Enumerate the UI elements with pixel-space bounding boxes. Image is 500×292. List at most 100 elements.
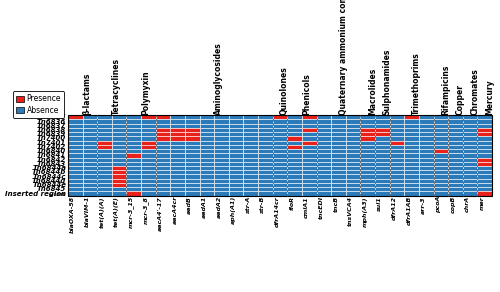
Bar: [185, 162, 200, 166]
Bar: [112, 179, 126, 183]
Bar: [434, 158, 448, 162]
Bar: [214, 192, 229, 196]
Bar: [200, 158, 214, 162]
Bar: [419, 153, 434, 158]
Text: aacA4'-17: aacA4'-17: [158, 196, 163, 231]
Bar: [185, 175, 200, 179]
Bar: [390, 145, 404, 149]
Bar: [419, 158, 434, 162]
Bar: [244, 153, 258, 158]
Bar: [419, 145, 434, 149]
Bar: [272, 119, 287, 124]
Bar: [302, 145, 316, 149]
Bar: [360, 175, 375, 179]
Bar: [463, 166, 477, 170]
Bar: [156, 124, 170, 128]
Bar: [244, 132, 258, 136]
Bar: [478, 179, 492, 183]
Text: Tn6737: Tn6737: [37, 114, 66, 120]
Bar: [214, 140, 229, 145]
Bar: [302, 119, 316, 124]
Bar: [170, 166, 185, 170]
Text: aadA2: aadA2: [216, 196, 222, 218]
Bar: [68, 115, 492, 196]
Bar: [360, 183, 375, 187]
Bar: [200, 179, 214, 183]
Bar: [200, 115, 214, 119]
Text: Tn7401: Tn7401: [37, 140, 66, 146]
Bar: [404, 192, 419, 196]
Bar: [214, 179, 229, 183]
Bar: [419, 119, 434, 124]
Bar: [463, 192, 477, 196]
Text: arr-3: arr-3: [422, 196, 426, 213]
Text: Tn6844c: Tn6844c: [33, 174, 66, 180]
Bar: [360, 115, 375, 119]
Bar: [170, 158, 185, 162]
Bar: [229, 140, 244, 145]
Bar: [214, 136, 229, 140]
Bar: [272, 153, 287, 158]
Bar: [244, 140, 258, 145]
Bar: [360, 179, 375, 183]
Bar: [112, 192, 126, 196]
Bar: [68, 115, 82, 119]
Bar: [200, 183, 214, 187]
Bar: [463, 132, 477, 136]
Bar: [346, 132, 360, 136]
Bar: [272, 162, 287, 166]
Bar: [331, 166, 346, 170]
Bar: [200, 140, 214, 145]
Bar: [82, 158, 97, 162]
Bar: [68, 140, 82, 145]
Bar: [244, 115, 258, 119]
Bar: [316, 119, 331, 124]
Bar: [214, 115, 229, 119]
Text: Trimethoprims: Trimethoprims: [412, 52, 420, 115]
Bar: [360, 119, 375, 124]
Text: Tn6843: Tn6843: [37, 161, 66, 167]
Bar: [141, 119, 156, 124]
Bar: [229, 158, 244, 162]
Bar: [185, 153, 200, 158]
Bar: [419, 162, 434, 166]
Bar: [156, 187, 170, 192]
Bar: [170, 124, 185, 128]
Bar: [448, 187, 463, 192]
Bar: [302, 149, 316, 153]
Bar: [82, 179, 97, 183]
Bar: [272, 128, 287, 132]
Bar: [200, 162, 214, 166]
Bar: [126, 179, 141, 183]
Bar: [141, 158, 156, 162]
Bar: [316, 158, 331, 162]
Bar: [375, 128, 390, 132]
Bar: [156, 128, 170, 132]
Bar: [434, 183, 448, 187]
Bar: [200, 149, 214, 153]
Bar: [244, 170, 258, 175]
Bar: [170, 115, 185, 119]
Bar: [375, 132, 390, 136]
Bar: [97, 145, 112, 149]
Bar: [141, 132, 156, 136]
Bar: [463, 145, 477, 149]
Bar: [331, 187, 346, 192]
Bar: [170, 149, 185, 153]
Bar: [185, 128, 200, 132]
Bar: [258, 149, 272, 153]
Bar: [229, 192, 244, 196]
Text: Tn7402: Tn7402: [37, 144, 66, 150]
Bar: [288, 132, 302, 136]
Bar: [302, 124, 316, 128]
Text: Aminoglycosides: Aminoglycosides: [214, 42, 223, 115]
Bar: [272, 145, 287, 149]
Bar: [258, 183, 272, 187]
Bar: [68, 124, 82, 128]
Bar: [112, 166, 126, 170]
Bar: [288, 124, 302, 128]
Bar: [244, 128, 258, 132]
Bar: [331, 162, 346, 166]
Bar: [434, 132, 448, 136]
Bar: [316, 192, 331, 196]
